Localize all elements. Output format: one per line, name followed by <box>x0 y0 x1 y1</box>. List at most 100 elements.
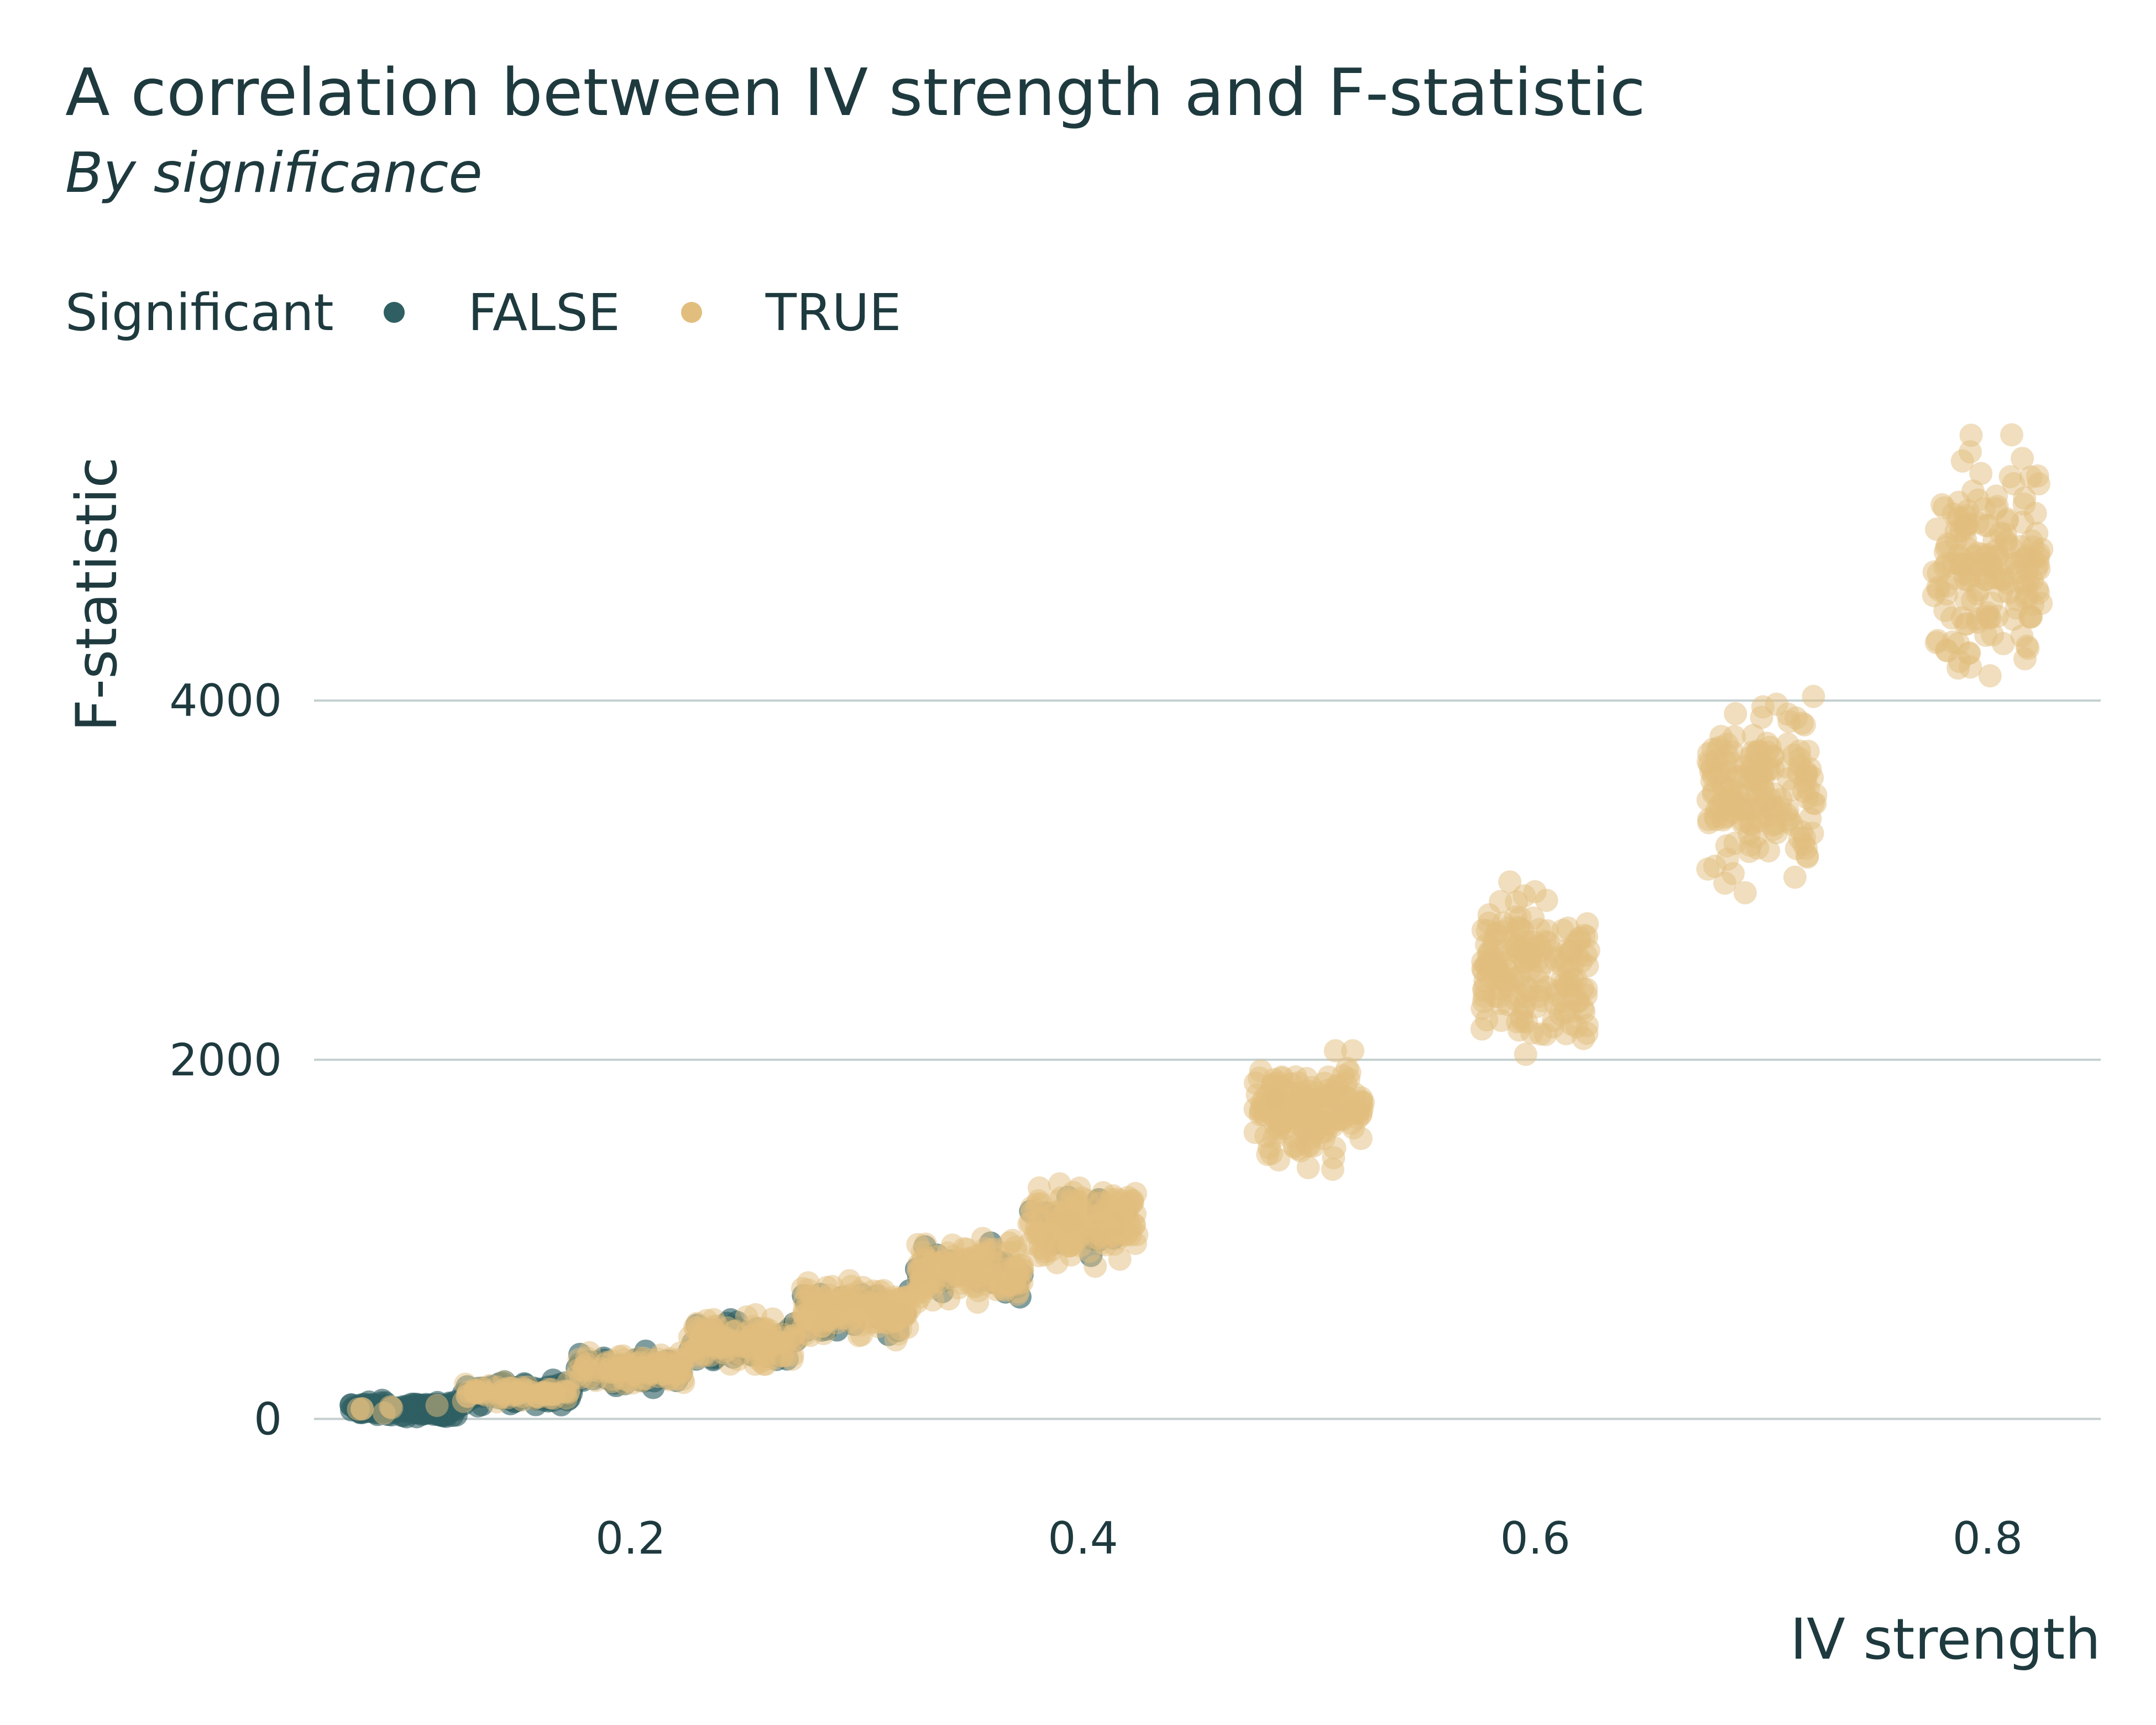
point-true <box>1058 1234 1081 1258</box>
point-true <box>1724 702 1747 725</box>
point-true <box>1297 1135 1321 1158</box>
point-true <box>2004 552 2028 576</box>
point-true <box>1959 440 1982 464</box>
point-true <box>800 1284 824 1308</box>
point-true <box>1700 769 1724 793</box>
point-true <box>2000 423 2024 447</box>
point-true <box>1323 1039 1347 1063</box>
point-true <box>966 1290 990 1314</box>
point-true <box>1966 541 1990 565</box>
x-tick-label: 0.6 <box>1500 1513 1571 1564</box>
point-true <box>1507 984 1531 1007</box>
point-true <box>1794 837 1818 860</box>
point-false <box>399 1395 422 1419</box>
point-true <box>2011 447 2034 471</box>
point-true <box>767 1330 791 1353</box>
point-true <box>485 1390 509 1414</box>
point-true <box>1572 1000 1596 1024</box>
point-true <box>1489 991 1513 1015</box>
y-tick-label: 2000 <box>169 1034 282 1086</box>
point-true <box>1769 787 1793 811</box>
point-true <box>1031 1224 1055 1248</box>
point-true <box>510 1388 534 1412</box>
point-true <box>625 1352 649 1376</box>
legend-key-true <box>681 302 702 323</box>
point-true <box>1312 1090 1336 1114</box>
y-tick-label: 4000 <box>169 675 282 726</box>
point-true <box>2013 647 2037 671</box>
y-axis-title: F-statistic <box>64 457 130 731</box>
point-true <box>535 1383 558 1407</box>
point-true <box>1733 881 1757 905</box>
point-true <box>1519 945 1543 969</box>
point-true <box>2010 624 2034 648</box>
point-true <box>1024 1198 1048 1221</box>
point-true <box>1046 1189 1070 1213</box>
point-true <box>1696 857 1720 881</box>
legend-item-false: FALSE <box>383 283 620 342</box>
series-true-points <box>347 423 2054 1425</box>
point-true <box>1776 732 1799 756</box>
point-true <box>1555 975 1578 999</box>
point-true <box>1735 792 1759 816</box>
point-true <box>1110 1189 1133 1212</box>
point-true <box>1006 1268 1030 1292</box>
point-true <box>569 1366 593 1389</box>
point-true <box>979 1269 1003 1293</box>
point-true <box>1322 1146 1346 1169</box>
point-true <box>792 1303 815 1327</box>
point-true <box>425 1394 449 1418</box>
point-true <box>825 1304 849 1327</box>
point-true <box>1959 424 1983 447</box>
point-true <box>1508 906 1532 930</box>
gridlines <box>314 699 2101 1420</box>
point-true <box>379 1395 402 1419</box>
x-axis-tick-labels: 0.2 0.4 0.6 0.8 <box>595 1513 2023 1564</box>
point-true <box>719 1329 742 1352</box>
chart-title: A correlation between IV strength and F-… <box>65 54 1646 130</box>
point-true <box>950 1250 974 1273</box>
point-true <box>2020 568 2044 592</box>
point-true <box>1496 959 1520 983</box>
point-true <box>1978 664 2002 688</box>
point-true <box>1246 1083 1269 1107</box>
point-true <box>692 1342 715 1366</box>
point-true <box>1336 1057 1359 1080</box>
point-true <box>1783 865 1807 889</box>
y-axis-tick-labels: 0 2000 4000 <box>169 675 282 1445</box>
point-true <box>1243 1121 1267 1144</box>
point-true <box>1995 509 2019 533</box>
legend-item-true: TRUE <box>681 283 902 342</box>
point-true <box>1998 465 2022 489</box>
point-true <box>820 1274 844 1298</box>
point-true <box>1248 1066 1271 1090</box>
point-true <box>463 1381 486 1405</box>
point-true <box>1958 641 1981 665</box>
point-true <box>1530 989 1554 1012</box>
point-true <box>905 1290 929 1314</box>
point-true <box>1349 1127 1373 1151</box>
point-true <box>847 1324 871 1347</box>
point-true <box>1723 725 1746 749</box>
y-tick-label: 0 <box>254 1393 282 1445</box>
point-true <box>1116 1206 1140 1230</box>
point-true <box>1330 1108 1353 1132</box>
point-true <box>1935 639 1959 663</box>
point-true <box>1472 978 1495 1002</box>
point-true <box>1715 804 1739 828</box>
point-true <box>350 1397 374 1421</box>
chart-subtitle: By significance <box>65 140 483 205</box>
point-true <box>1927 578 1950 602</box>
point-true <box>2027 472 2050 496</box>
legend-label-true: TRUE <box>765 283 902 342</box>
point-true <box>1991 632 2015 656</box>
point-true <box>1713 871 1737 895</box>
point-true <box>974 1237 997 1261</box>
point-true <box>1543 948 1567 971</box>
point-true <box>1067 1176 1091 1200</box>
point-true <box>1492 920 1515 944</box>
point-true <box>1489 1008 1513 1032</box>
point-true <box>1955 513 1979 537</box>
point-true <box>1470 1017 1494 1041</box>
